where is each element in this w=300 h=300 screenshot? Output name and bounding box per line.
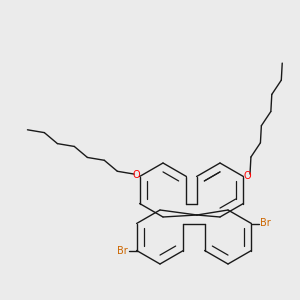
Text: O: O — [243, 171, 251, 181]
Text: Br: Br — [117, 245, 128, 256]
Text: O: O — [133, 170, 140, 180]
Text: Br: Br — [260, 218, 271, 229]
